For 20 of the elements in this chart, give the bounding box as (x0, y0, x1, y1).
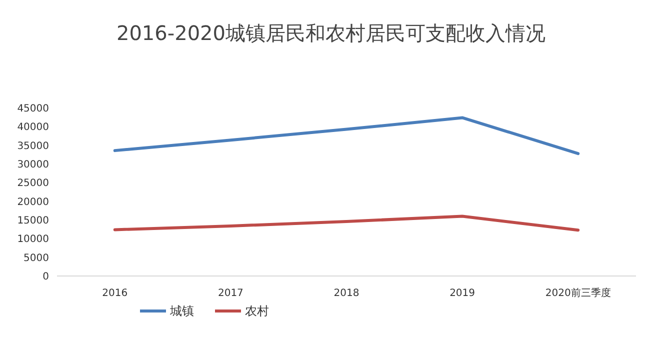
y-tick-label: 5000 (24, 252, 49, 264)
y-tick-label: 0 (42, 272, 49, 282)
y-tick-label: 25000 (17, 178, 49, 190)
line-series (113, 116, 580, 156)
x-tick-label: 2018 (334, 288, 360, 299)
legend-label: 农村 (245, 304, 269, 318)
x-tick-label: 2019 (450, 288, 476, 299)
legend-label: 城镇 (169, 304, 194, 318)
x-tick-label: 2017 (218, 288, 244, 299)
x-tick-label: 2020前三季度 (545, 287, 611, 299)
x-tick-label: 2016 (102, 288, 128, 299)
y-tick-label: 15000 (17, 216, 49, 226)
y-tick-label: 30000 (17, 160, 49, 170)
y-tick-label: 35000 (17, 140, 49, 152)
y-tick-label: 10000 (17, 234, 49, 246)
y-tick-label: 20000 (17, 196, 49, 208)
chart-title: 2016-2020城镇居民和农村居民可支配收入情况 (116, 21, 546, 45)
y-tick-label: 45000 (17, 104, 49, 114)
y-tick-label: 40000 (17, 122, 49, 134)
line-series (113, 214, 580, 232)
